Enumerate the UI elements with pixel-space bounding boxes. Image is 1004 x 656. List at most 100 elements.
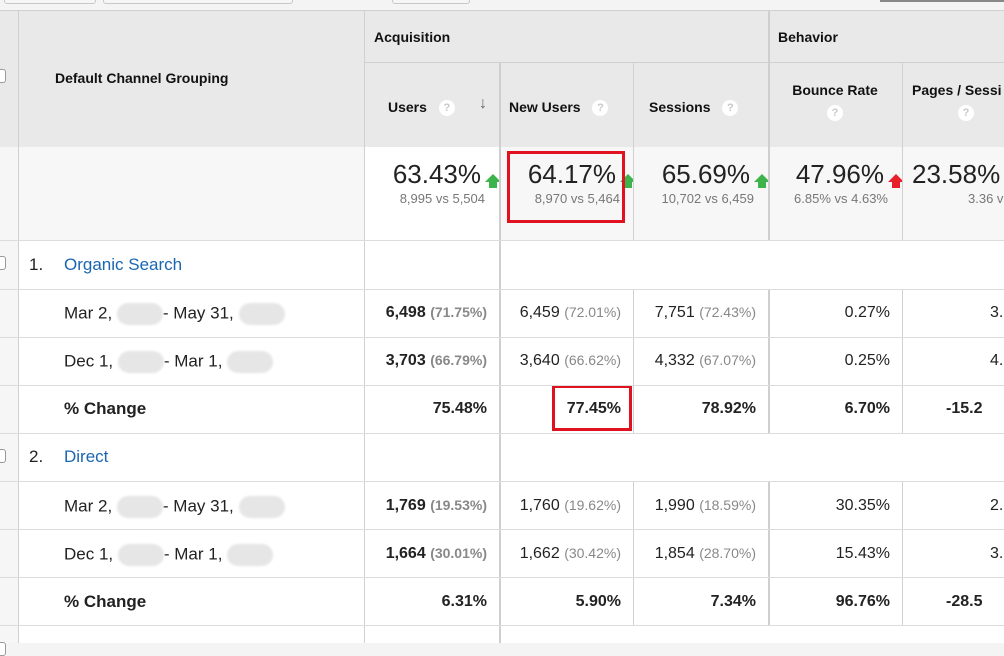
highlight-box	[507, 151, 625, 223]
channel-link-direct[interactable]: Direct	[64, 447, 109, 466]
date-range-previous: Dec 1, - Mar 1,	[64, 544, 274, 566]
cell-bounce-rate-change: 96.76%	[835, 593, 890, 610]
help-icon[interactable]: ?	[958, 105, 974, 121]
cell-users: 1,769 (19.53%)	[385, 497, 487, 514]
divider	[0, 385, 1004, 386]
column-label: Bounce Rate	[792, 82, 878, 98]
table-header	[0, 11, 1004, 147]
divider	[768, 481, 770, 625]
cell-users-change: 6.31%	[441, 593, 487, 610]
divider	[0, 529, 1004, 530]
cell-new-users: 3,640 (66.62%)	[519, 352, 621, 369]
toolbar-button[interactable]	[392, 0, 470, 4]
summary-select-cell	[0, 147, 18, 240]
sort-descending-icon[interactable]: ↓	[479, 95, 487, 112]
percent-change-label: % Change	[64, 592, 147, 611]
summary-change: 64.17%	[527, 159, 616, 189]
cell-users: 1,664 (30.01%)	[385, 545, 487, 562]
redacted-year	[116, 303, 163, 325]
divider	[902, 481, 903, 625]
cell-users: 6,498 (71.75%)	[385, 304, 487, 321]
divider	[0, 625, 1004, 626]
cell-pages-per-session-change: -15.2	[946, 400, 983, 417]
row-checkbox[interactable]	[0, 256, 6, 270]
divider	[364, 11, 365, 643]
channel-link-organic-search[interactable]: Organic Search	[64, 255, 183, 274]
divider	[0, 481, 1004, 482]
summary-sessions: 65.69% 10,702 vs 6,459	[633, 147, 768, 240]
summary-pages-per-session: 23.58% 3.36 vs 4.	[902, 147, 1004, 240]
column-label: Users	[388, 99, 427, 115]
cell-new-users-change: 5.90%	[575, 593, 621, 610]
cell-pages-per-session-change: -28.5	[946, 593, 983, 610]
redacted-year	[227, 351, 274, 373]
column-label: New Users	[509, 99, 581, 115]
column-label: Sessions	[649, 99, 711, 115]
summary-new-users: 64.17% 8,970 vs 5,464	[499, 147, 633, 240]
cell-new-users: 1,662 (30.42%)	[519, 545, 621, 562]
date-range-previous: Dec 1, - Mar 1,	[64, 351, 274, 373]
select-column-header	[0, 11, 18, 147]
cell-new-users: 6,459 (72.01%)	[519, 304, 621, 321]
group-header-behavior: Behavior	[778, 29, 838, 45]
row-checkbox[interactable]	[0, 449, 6, 463]
column-header-new-users[interactable]: New Users ?	[509, 99, 609, 117]
highlight-box	[552, 385, 632, 431]
row-index: 1.	[29, 255, 44, 274]
cell-sessions-change: 7.34%	[710, 593, 756, 610]
cell-bounce-rate: 30.35%	[835, 497, 890, 514]
group-header-acquisition: Acquisition	[374, 29, 451, 45]
divider	[0, 433, 1004, 434]
help-icon[interactable]: ?	[722, 100, 739, 117]
report-table: Default Channel Grouping Acquisition Beh…	[0, 11, 1004, 656]
row-checkbox[interactable]	[0, 642, 6, 656]
column-header-pages-per-session[interactable]: Pages / Sessi ?	[912, 82, 1004, 121]
cell-pages-per-session: 3.	[990, 304, 1004, 321]
cell-sessions-change: 78.92%	[701, 400, 756, 417]
cell-new-users: 1,760 (19.62%)	[519, 497, 621, 514]
help-icon[interactable]: ?	[592, 100, 609, 117]
column-header-bounce-rate[interactable]: Bounce Rate ?	[768, 82, 902, 121]
help-icon[interactable]: ?	[438, 100, 455, 117]
summary-change: 23.58%	[912, 159, 1001, 189]
dimension-header[interactable]: Default Channel Grouping	[55, 70, 229, 86]
redacted-year	[238, 303, 285, 325]
divider	[0, 337, 1004, 338]
summary-compare: 8,995 vs 5,504	[399, 191, 485, 206]
divider	[499, 63, 501, 643]
divider	[0, 289, 1004, 290]
redacted-year	[116, 496, 163, 518]
cell-bounce-rate: 0.27%	[844, 304, 890, 321]
redacted-year	[238, 496, 285, 518]
toolbar-dropdown[interactable]	[103, 0, 293, 4]
summary-compare: 6.85% vs 4.63%	[794, 191, 888, 206]
redacted-year	[117, 544, 164, 566]
divider	[0, 240, 1004, 241]
divider	[0, 577, 1004, 578]
cell-users-change: 75.48%	[432, 400, 487, 417]
summary-bounce-rate: 47.96% 6.85% vs 4.63%	[768, 147, 902, 240]
percent-change-label: % Change	[64, 399, 147, 418]
summary-compare: 3.36 vs 4.	[968, 191, 1004, 206]
summary-compare: 8,970 vs 5,464	[534, 191, 620, 206]
column-header-users[interactable]: Users ?	[388, 99, 455, 117]
column-label: Pages / Sessi	[912, 82, 1002, 98]
divider	[633, 289, 634, 433]
toolbar-edge	[880, 0, 1004, 2]
divider	[902, 289, 903, 433]
divider	[902, 63, 903, 241]
toolbar-button[interactable]	[4, 0, 96, 4]
help-icon[interactable]: ?	[827, 105, 843, 121]
select-all-checkbox[interactable]	[0, 69, 6, 83]
redacted-year	[117, 351, 164, 373]
date-range-current: Mar 2, - May 31,	[64, 496, 285, 518]
redacted-year	[227, 544, 274, 566]
column-header-sessions[interactable]: Sessions ?	[649, 99, 739, 117]
summary-dimension-cell	[18, 147, 364, 240]
toolbar	[0, 0, 1004, 11]
summary-compare: 10,702 vs 6,459	[661, 191, 754, 206]
cell-bounce-rate: 0.25%	[844, 352, 890, 369]
date-range-current: Mar 2, - May 31,	[64, 303, 285, 325]
cell-new-users-change: 77.45%	[566, 400, 621, 417]
summary-change: 65.69%	[661, 159, 750, 189]
